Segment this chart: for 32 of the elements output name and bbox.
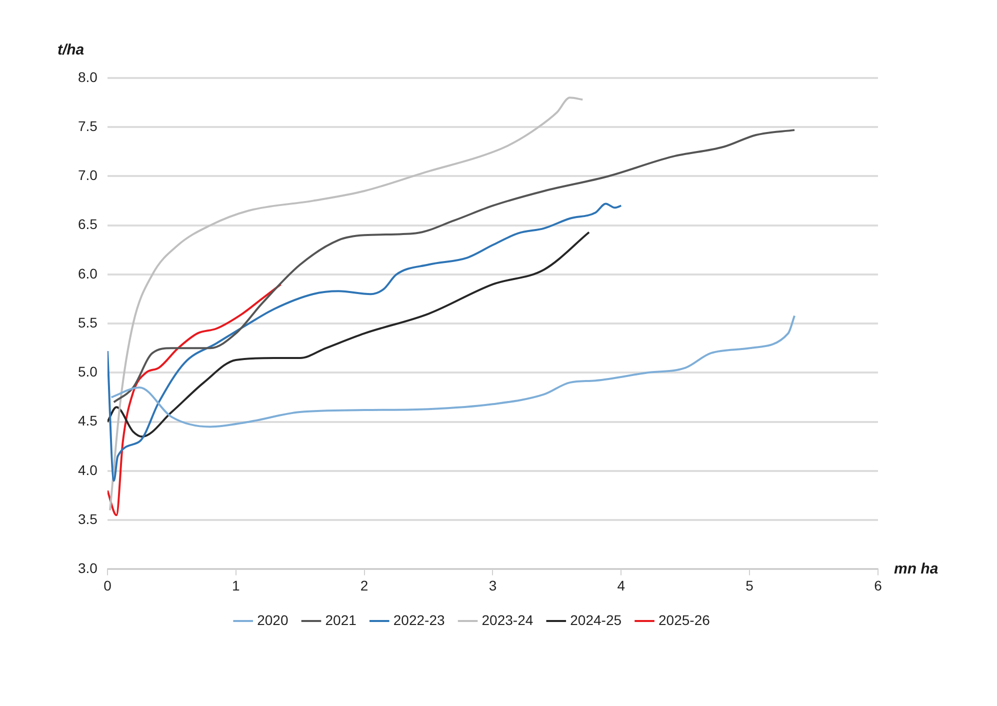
line-series [110, 314, 796, 428]
line-series [109, 96, 584, 512]
y-tick-label: 6.0 [78, 265, 98, 282]
y-tick-label: 8.0 [78, 68, 98, 85]
x-tick-label: 3 [488, 577, 497, 594]
y-tick-label: 4.0 [78, 462, 98, 478]
legend-label: 2025-26 [658, 612, 710, 628]
x-tick-label: 6 [874, 577, 882, 594]
x-axis-title: mn ha [894, 560, 938, 578]
y-axis-title: t/ha [57, 42, 84, 59]
legend-label: 2020 [257, 612, 288, 628]
line-series [112, 129, 796, 404]
y-tick-label: 3.5 [78, 510, 98, 527]
x-tick-label: 4 [617, 577, 626, 594]
y-tick-label: 5.5 [78, 314, 98, 330]
legend-label: 2023-24 [482, 612, 534, 628]
x-tick-label: 2 [360, 577, 368, 594]
line-series [107, 202, 622, 482]
line-series [107, 283, 282, 516]
y-tick-label: 4.5 [78, 412, 98, 429]
y-tick-label: 3.0 [78, 560, 98, 576]
x-tick-label: 0 [104, 577, 112, 594]
y-tick-label: 6.5 [78, 216, 98, 232]
y-tick-label: 7.5 [78, 118, 98, 134]
legend-label: 2022-23 [393, 612, 445, 628]
legend-label: 2024-25 [570, 612, 622, 628]
y-tick-label: 7.0 [78, 167, 98, 184]
x-tick-label: 1 [232, 577, 240, 594]
y-tick-label: 5.0 [78, 364, 98, 380]
legend-label: 2021 [325, 612, 357, 628]
line-series [107, 231, 590, 438]
x-tick-label: 5 [746, 577, 754, 594]
